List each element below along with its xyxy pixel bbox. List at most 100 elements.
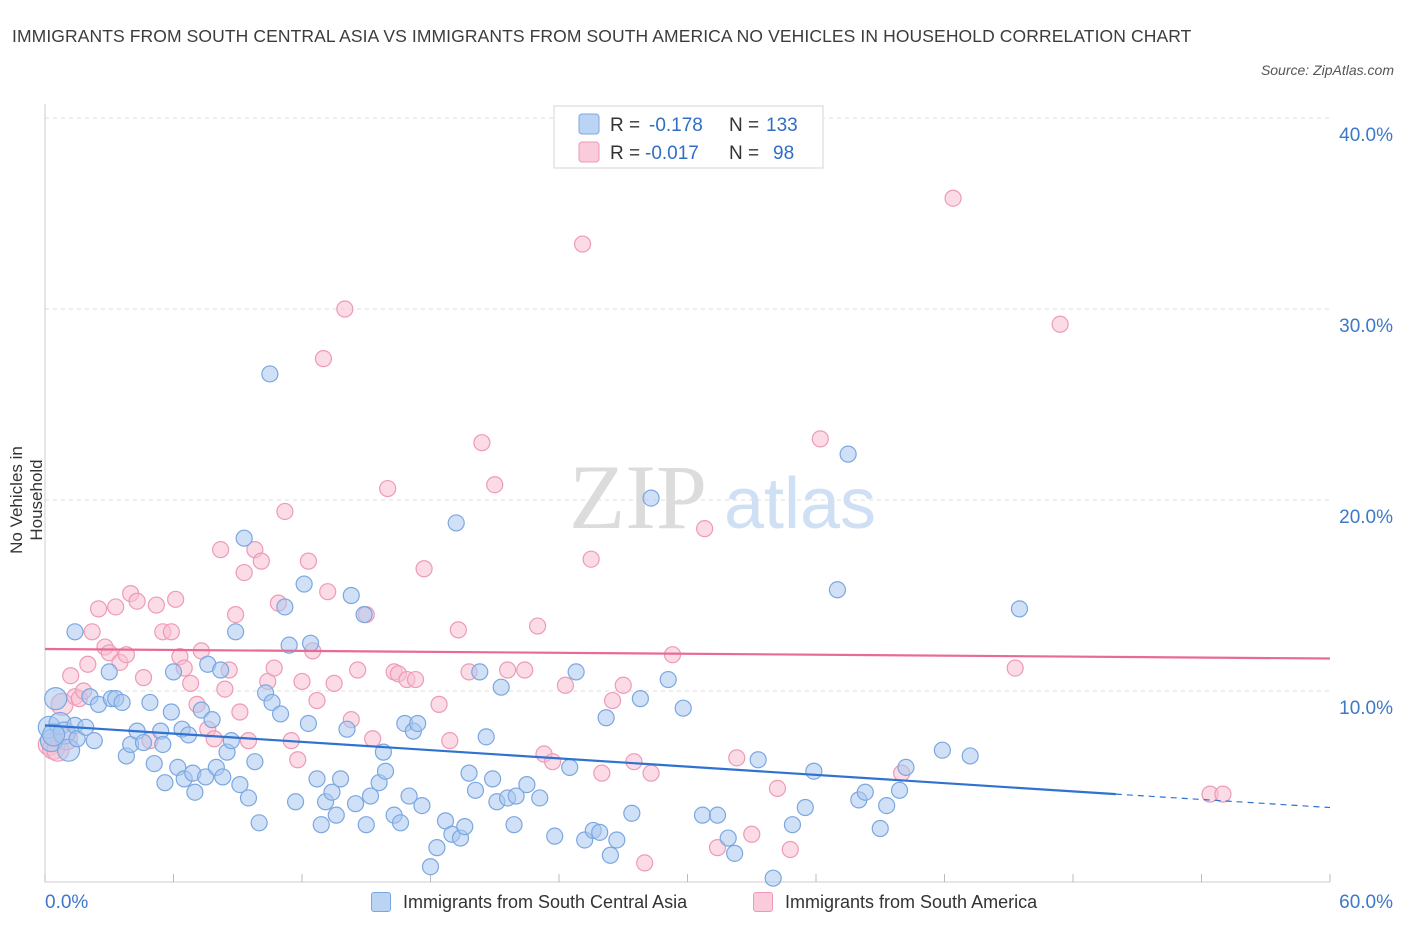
point-blue-115 — [693, 806, 712, 824]
point-blue-63 — [323, 783, 341, 801]
watermark-atlas: atlas — [724, 464, 876, 544]
point-pink-58 — [364, 730, 382, 748]
trend-lines — [44, 647, 1331, 809]
point-pink-64 — [415, 560, 433, 578]
point-blue-65 — [331, 770, 350, 788]
chart-title: IMMIGRANTS FROM SOUTH CENTRAL ASIA VS IM… — [12, 26, 1192, 46]
point-pink-37 — [235, 563, 253, 582]
point-pink-70 — [486, 476, 504, 494]
point-pink-56 — [349, 661, 367, 679]
point-pink-44 — [276, 502, 294, 521]
point-pink-94 — [944, 189, 962, 207]
point-blue-54 — [276, 598, 294, 616]
point-blue-51 — [261, 365, 279, 383]
point-blue-47 — [239, 789, 258, 807]
point-blue-90 — [466, 781, 485, 799]
gridlines — [45, 117, 1330, 692]
point-blue-66 — [338, 720, 356, 738]
point-blue-76 — [391, 814, 410, 832]
point-blue-129 — [878, 796, 896, 815]
point-pink-76 — [556, 676, 575, 694]
point-blue-70 — [357, 816, 375, 834]
point-pink-48 — [299, 552, 318, 570]
point-blue-130 — [890, 781, 909, 799]
point-pink-10 — [83, 623, 101, 641]
point-pink-36 — [231, 703, 249, 721]
point-blue-40 — [212, 661, 230, 679]
point-blue-58 — [299, 714, 318, 733]
point-pink-66 — [441, 732, 459, 750]
point-blue-21 — [134, 733, 153, 752]
point-pink-75 — [543, 753, 562, 771]
legend-label-south-america: Immigrants from South America — [785, 891, 1038, 912]
point-pink-78 — [582, 550, 600, 568]
point-blue-102 — [561, 758, 579, 777]
point-pink-71 — [499, 661, 517, 679]
point-pink-84 — [642, 764, 660, 782]
point-blue-71 — [361, 787, 380, 805]
point-blue-109 — [608, 831, 626, 849]
point-pink-95 — [1006, 659, 1024, 677]
point-blue-93 — [484, 770, 502, 788]
watermark: ZIP atlas — [569, 446, 876, 548]
point-blue-35 — [192, 701, 210, 719]
point-pink-27 — [182, 674, 200, 692]
point-pink-81 — [614, 676, 632, 694]
point-blue-120 — [764, 869, 782, 887]
source-label: Source: ZipAtlas.com — [1260, 62, 1394, 78]
point-blue-100 — [531, 789, 549, 807]
point-blue-53 — [271, 705, 290, 723]
point-pink-82 — [625, 753, 643, 771]
point-blue-101 — [546, 827, 564, 845]
trend-line-pink — [44, 647, 1331, 660]
point-blue-83 — [428, 839, 446, 857]
point-blue-111 — [631, 690, 649, 708]
legend-n-label-1: N = — [729, 115, 759, 136]
tick-labels: 10.0% 20.0% 30.0% 40.0% 0.0% 60.0% — [45, 125, 1393, 913]
point-pink-86 — [696, 520, 714, 538]
point-blue-68 — [346, 795, 365, 813]
legend-r-label-2: R = — [610, 143, 640, 164]
point-blue-133 — [961, 747, 979, 765]
point-pink-67 — [449, 621, 467, 639]
point-blue-55 — [280, 636, 298, 654]
point-blue-2 — [44, 687, 68, 711]
point-blue-57 — [295, 575, 313, 593]
point-blue-44 — [227, 623, 245, 641]
point-blue-106 — [591, 823, 609, 841]
point-blue-82 — [421, 858, 440, 876]
point-pink-11 — [89, 600, 108, 618]
point-blue-22 — [141, 693, 159, 712]
point-blue-121 — [783, 816, 802, 834]
point-blue-134 — [1010, 600, 1029, 618]
point-blue-52 — [263, 693, 281, 712]
point-blue-124 — [828, 581, 847, 599]
point-pink-90 — [768, 779, 787, 798]
point-pink-54 — [336, 300, 354, 318]
point-blue-61 — [312, 816, 330, 834]
point-blue-81 — [413, 796, 431, 815]
point-pink-35 — [227, 605, 245, 624]
stats-legend: R = -0.178 N = 133 R = -0.017 N = 98 — [553, 105, 824, 169]
point-blue-49 — [250, 814, 268, 832]
point-blue-28 — [164, 663, 183, 681]
point-blue-110 — [623, 804, 641, 822]
point-blue-36 — [197, 768, 215, 786]
point-pink-98 — [1214, 785, 1232, 803]
point-blue-14 — [100, 663, 118, 681]
point-blue-60 — [308, 770, 326, 788]
point-blue-25 — [154, 735, 172, 754]
point-pink-69 — [473, 434, 491, 452]
y-tick-label-3: 40.0% — [1339, 125, 1393, 146]
point-blue-108 — [601, 846, 620, 864]
point-blue-88 — [456, 818, 474, 836]
point-blue-48 — [246, 753, 264, 771]
point-blue-127 — [856, 783, 874, 801]
point-pink-77 — [573, 235, 592, 253]
bottom-legend: Immigrants from South Central Asia Immig… — [0, 889, 1406, 915]
point-pink-42 — [265, 659, 283, 677]
point-pink-63 — [406, 670, 425, 689]
point-blue-119 — [749, 751, 767, 769]
legend-item-south-central-asia: Immigrants from South Central Asia — [371, 889, 687, 915]
point-pink-80 — [603, 691, 622, 710]
